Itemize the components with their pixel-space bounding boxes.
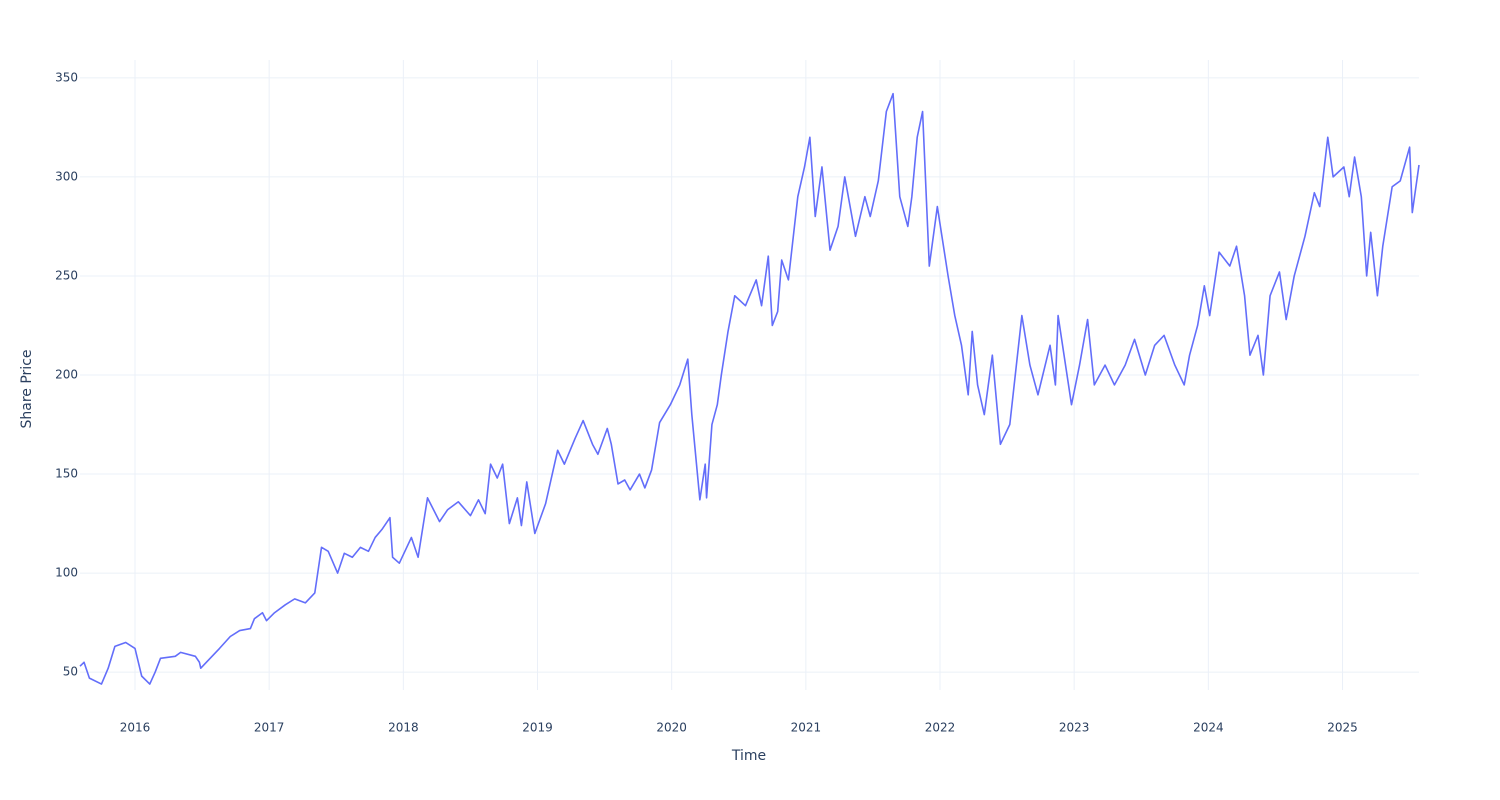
x-tick-label: 2016 <box>120 721 151 735</box>
x-tick-label: 2018 <box>388 721 419 735</box>
y-tick-label: 50 <box>63 665 78 679</box>
y-tick-label: 150 <box>55 467 78 481</box>
y-axis-title: Share Price <box>19 349 35 428</box>
x-tick-label: 2017 <box>254 721 285 735</box>
x-tick-label: 2022 <box>925 721 956 735</box>
x-tick-label: 2019 <box>522 721 553 735</box>
y-tick-label: 300 <box>55 169 78 183</box>
x-tick-label: 2024 <box>1193 721 1224 735</box>
x-axis-title: Time <box>731 748 766 764</box>
y-tick-label: 100 <box>55 566 78 580</box>
y-tick-label: 350 <box>55 70 78 84</box>
y-tick-label: 200 <box>55 368 78 382</box>
price-line <box>79 92 1420 685</box>
x-tick-label: 2023 <box>1059 721 1090 735</box>
x-tick-label: 2020 <box>656 721 687 735</box>
y-tick-label: 250 <box>55 268 78 282</box>
x-tick-label: 2021 <box>791 721 822 735</box>
x-tick-label: 2025 <box>1327 721 1358 735</box>
